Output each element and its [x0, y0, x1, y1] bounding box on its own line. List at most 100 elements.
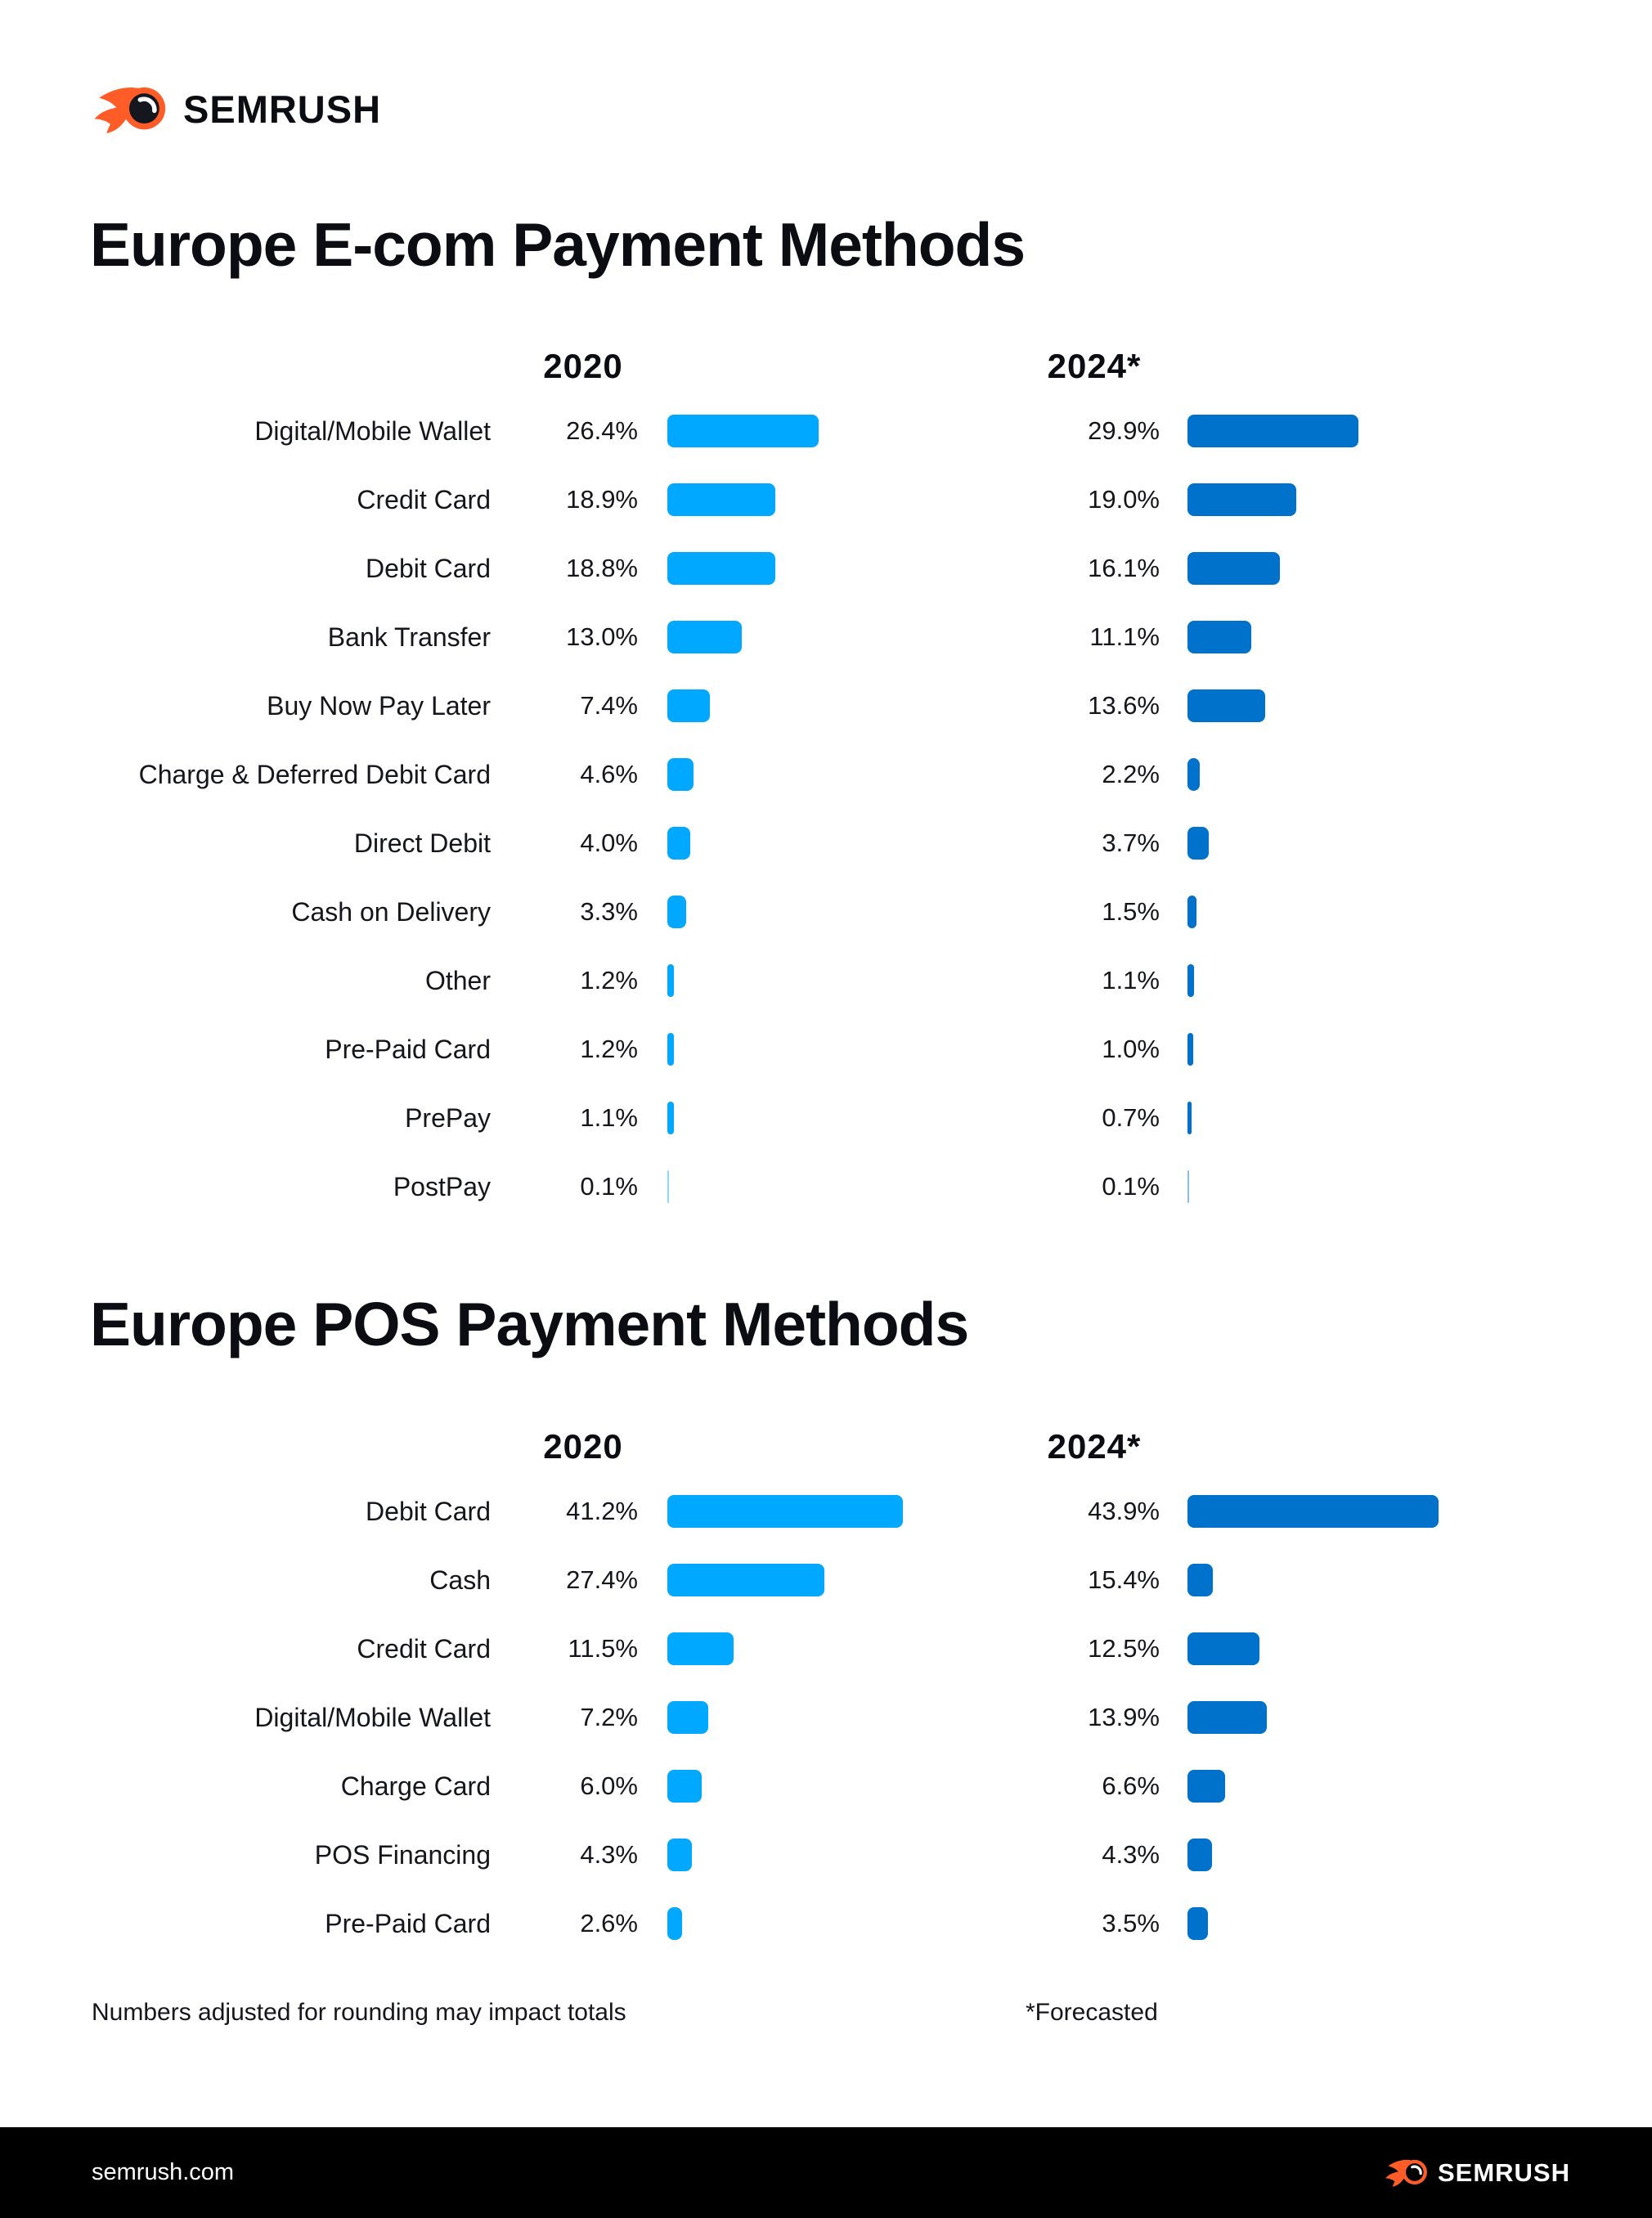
bar-2020	[667, 1632, 734, 1665]
bar-2024	[1187, 1701, 1268, 1734]
chart-row: Other 1.2% 1.1%	[0, 946, 1652, 1015]
category-label: Debit Card	[366, 554, 491, 583]
bar-2024	[1187, 1033, 1193, 1066]
value-2020: 41.2%	[566, 1497, 638, 1525]
header-logo: SEMRUSH	[92, 83, 381, 135]
category-label: Buy Now Pay Later	[267, 691, 491, 721]
footer-logo: SEMRUSH	[1384, 2157, 1570, 2188]
pos-column-header-2020: 2020	[543, 1427, 623, 1466]
ecom-column-header-2020: 2020	[543, 347, 623, 385]
bar-2020	[667, 1495, 904, 1528]
bar-2024	[1187, 758, 1201, 791]
footer-domain: semrush.com	[92, 2159, 235, 2185]
bar-2024	[1187, 964, 1194, 997]
chart-row: PrePay 1.1% 0.7%	[0, 1084, 1652, 1152]
value-2024: 2.2%	[1102, 760, 1160, 788]
category-label: Credit Card	[357, 485, 491, 514]
bar-2024	[1187, 689, 1266, 722]
value-2024: 4.3%	[1102, 1840, 1160, 1869]
value-2020: 4.0%	[580, 828, 638, 857]
chart-row: Cash 27.4% 15.4%	[0, 1546, 1652, 1614]
bar-2020	[667, 1102, 674, 1134]
chart-row: Debit Card 41.2% 43.9%	[0, 1477, 1652, 1546]
category-label: Cash	[429, 1565, 491, 1595]
chart-row: Bank Transfer 13.0% 11.1%	[0, 603, 1652, 671]
value-2020: 13.0%	[566, 622, 638, 651]
chart-row: Charge & Deferred Debit Card 4.6% 2.2%	[0, 740, 1652, 809]
bar-2020	[667, 621, 742, 653]
value-2020: 6.0%	[580, 1771, 638, 1800]
ecom-column-header-2024: 2024*	[1047, 347, 1142, 385]
value-2024: 1.0%	[1102, 1035, 1160, 1063]
bar-2024	[1187, 1564, 1213, 1596]
value-2024: 29.9%	[1088, 416, 1160, 445]
bar-2020	[667, 827, 690, 860]
bar-2020	[667, 1170, 669, 1203]
chart-row: Pre-Paid Card 2.6% 3.5%	[0, 1889, 1652, 1958]
chart-row: Charge Card 6.0% 6.6%	[0, 1752, 1652, 1821]
value-2024: 16.1%	[1088, 554, 1160, 582]
pos-chart-title: Europe POS Payment Methods	[90, 1290, 969, 1358]
bar-2024	[1187, 1102, 1192, 1134]
value-2024: 1.1%	[1102, 966, 1160, 995]
category-label: Digital/Mobile Wallet	[254, 416, 491, 446]
value-2024: 3.5%	[1102, 1909, 1160, 1937]
value-2020: 11.5%	[568, 1634, 638, 1663]
value-2024: 43.9%	[1088, 1497, 1160, 1525]
chart-row: Pre-Paid Card 1.2% 1.0%	[0, 1015, 1652, 1084]
footer-brand-wordmark: SEMRUSH	[1437, 2157, 1570, 2187]
bar-2020	[667, 415, 819, 447]
category-label: Direct Debit	[353, 828, 491, 858]
value-2020: 27.4%	[566, 1565, 638, 1594]
value-2024: 3.7%	[1102, 828, 1160, 857]
bar-2020	[667, 552, 775, 585]
chart-row: Credit Card 18.9% 19.0%	[0, 465, 1652, 534]
footer-semrush-flame-icon	[1385, 2159, 1427, 2187]
category-label: Pre-Paid Card	[325, 1909, 491, 1938]
bar-2020	[667, 1701, 709, 1734]
value-2020: 26.4%	[566, 416, 638, 445]
chart-row: Cash on Delivery 3.3% 1.5%	[0, 878, 1652, 946]
ecom-chart-title: Europe E-com Payment Methods	[90, 210, 1026, 279]
value-2020: 18.9%	[566, 485, 638, 514]
value-2020: 2.6%	[580, 1909, 638, 1937]
bar-2020	[667, 689, 710, 722]
category-label: POS Financing	[314, 1840, 491, 1870]
value-2024: 11.1%	[1089, 622, 1160, 651]
chart-row: PostPay 0.1% 0.1%	[0, 1152, 1652, 1221]
category-label: Cash on Delivery	[291, 897, 491, 927]
bar-2024	[1187, 1907, 1208, 1940]
value-2020: 1.2%	[580, 966, 638, 995]
bar-2020	[667, 758, 694, 791]
value-2024: 0.7%	[1102, 1103, 1160, 1132]
value-2024: 6.6%	[1102, 1771, 1160, 1800]
footer-bar: semrush.com SEMRUSH	[0, 2127, 1652, 2218]
forecasted-footnote: *Forecasted	[1026, 1999, 1158, 2026]
value-2024: 19.0%	[1088, 485, 1160, 514]
chart-row: Direct Debit 4.0% 3.7%	[0, 809, 1652, 878]
value-2020: 4.6%	[580, 760, 638, 788]
category-label: Charge & Deferred Debit Card	[138, 760, 491, 789]
chart-row: Debit Card 18.8% 16.1%	[0, 534, 1652, 603]
bar-2020	[667, 1564, 824, 1596]
semrush-flame-icon	[94, 87, 166, 133]
bar-2020	[667, 483, 776, 516]
pos-column-header-2024: 2024*	[1047, 1427, 1142, 1466]
value-2020: 7.4%	[580, 691, 638, 720]
value-2020: 1.2%	[580, 1035, 638, 1063]
value-2020: 1.1%	[580, 1103, 638, 1132]
bar-2024	[1187, 1632, 1259, 1665]
bar-2020	[667, 964, 675, 997]
bar-2020	[667, 1839, 693, 1871]
bar-2020	[667, 1907, 683, 1940]
category-label: Pre-Paid Card	[325, 1035, 491, 1064]
category-label: Charge Card	[340, 1771, 491, 1801]
bar-2020	[667, 896, 687, 928]
value-2024: 13.9%	[1088, 1703, 1160, 1731]
bar-2024	[1187, 827, 1209, 860]
value-2020: 7.2%	[580, 1703, 638, 1731]
bar-2024	[1187, 415, 1359, 447]
value-2020: 4.3%	[580, 1840, 638, 1869]
